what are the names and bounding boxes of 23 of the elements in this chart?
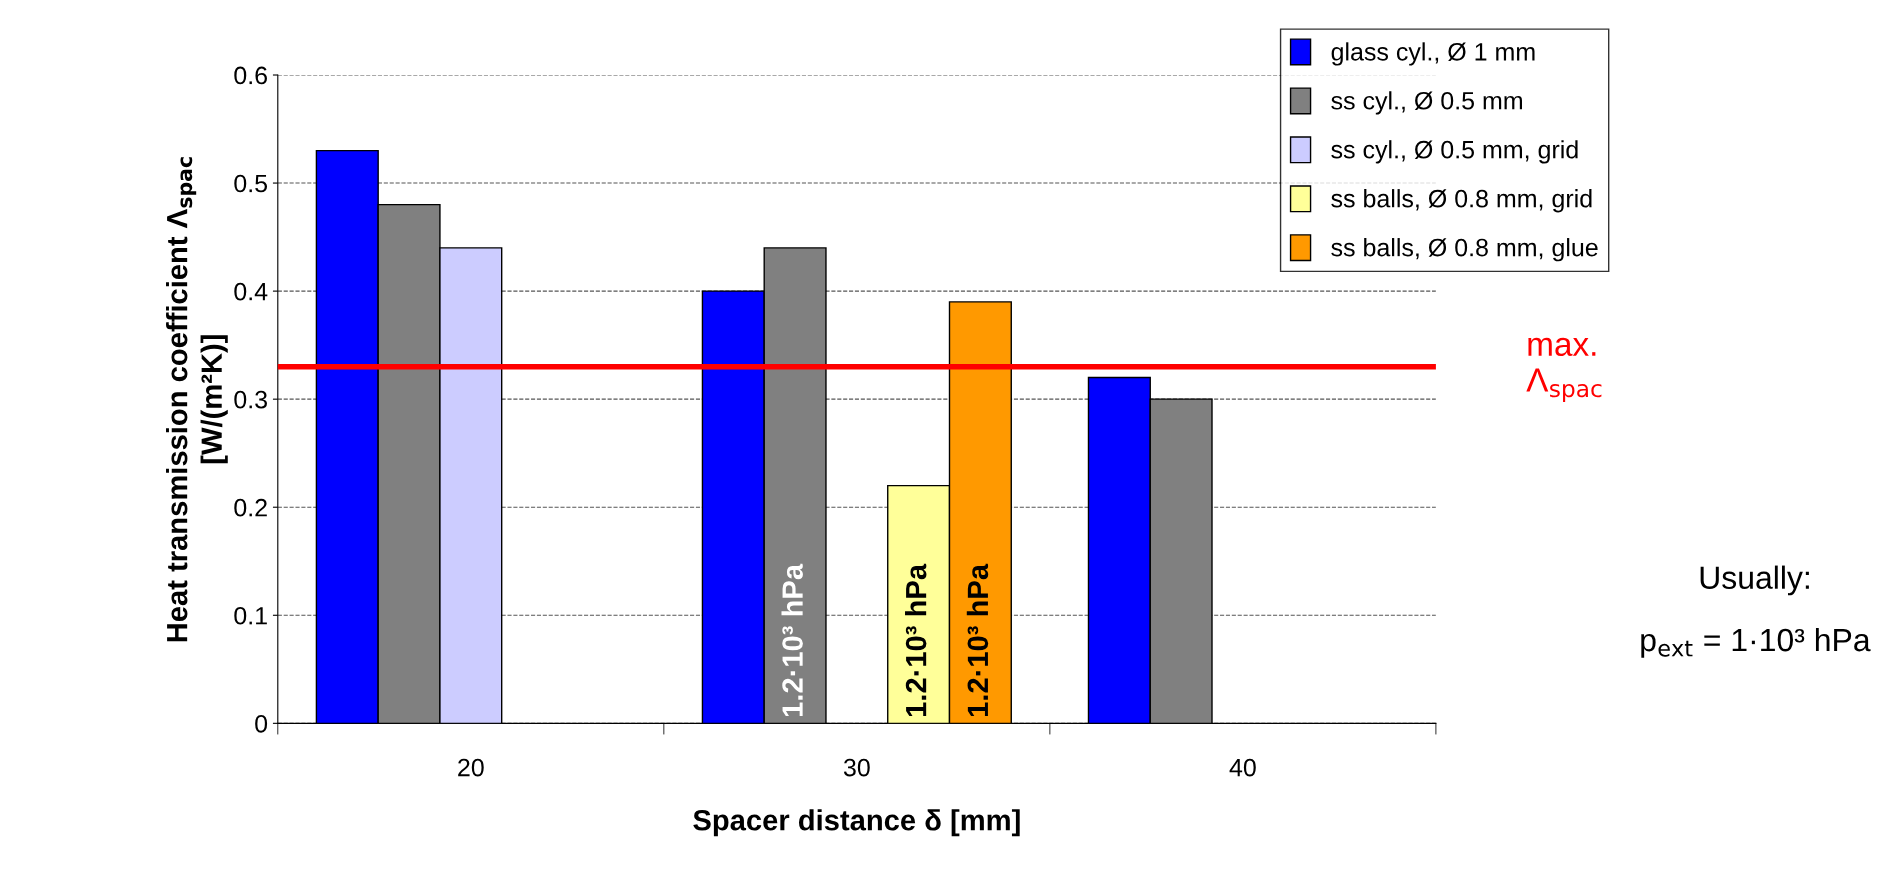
- text: Usually:: [1700, 565, 1809, 596]
- legend-label: ss cyl., Ø 0.5 mm: [1331, 91, 1522, 115]
- legend-label: ss balls, Ø 0.8 mm, glue: [1331, 238, 1598, 262]
- y-tick-label: 0.2: [234, 498, 267, 517]
- legend-label: ss cyl., Ø 0.5 mm, grid: [1331, 140, 1578, 164]
- y-tick-label: 0.6: [234, 66, 267, 85]
- y-tick-label: 0.4: [234, 282, 268, 301]
- x-axis-title: Spacer distance δ [mm]: [693, 809, 1020, 837]
- y-tick-label: 0.3: [234, 390, 267, 409]
- ref-line-label: max. Λ$_{spac}$: [1526, 337, 1602, 402]
- x-tick-label: 40: [1229, 758, 1256, 777]
- annotation: 1.2·10³ hPa: [966, 563, 989, 717]
- annotation: 1.2·10³ hPa: [905, 563, 927, 717]
- text: p$_{ext}$ = 1·10³ hPa: [1641, 627, 1871, 658]
- legend-label: glass cyl., Ø 1 mm: [1331, 42, 1535, 66]
- y-tick-label: 0: [255, 714, 268, 733]
- legend-label: ss balls, Ø 0.8 mm, grid: [1331, 189, 1592, 213]
- annotation: 1.2·10³ hPa: [781, 563, 803, 717]
- x-tick-label: 30: [843, 758, 870, 777]
- text: Heat transmission coefficient Λ$_{spac}$ [W/(m²K)]: [166, 157, 228, 642]
- y-tick-label: 0.1: [234, 606, 267, 625]
- x-tick-label: 20: [458, 758, 484, 777]
- y-tick-label: 0.5: [234, 174, 268, 193]
